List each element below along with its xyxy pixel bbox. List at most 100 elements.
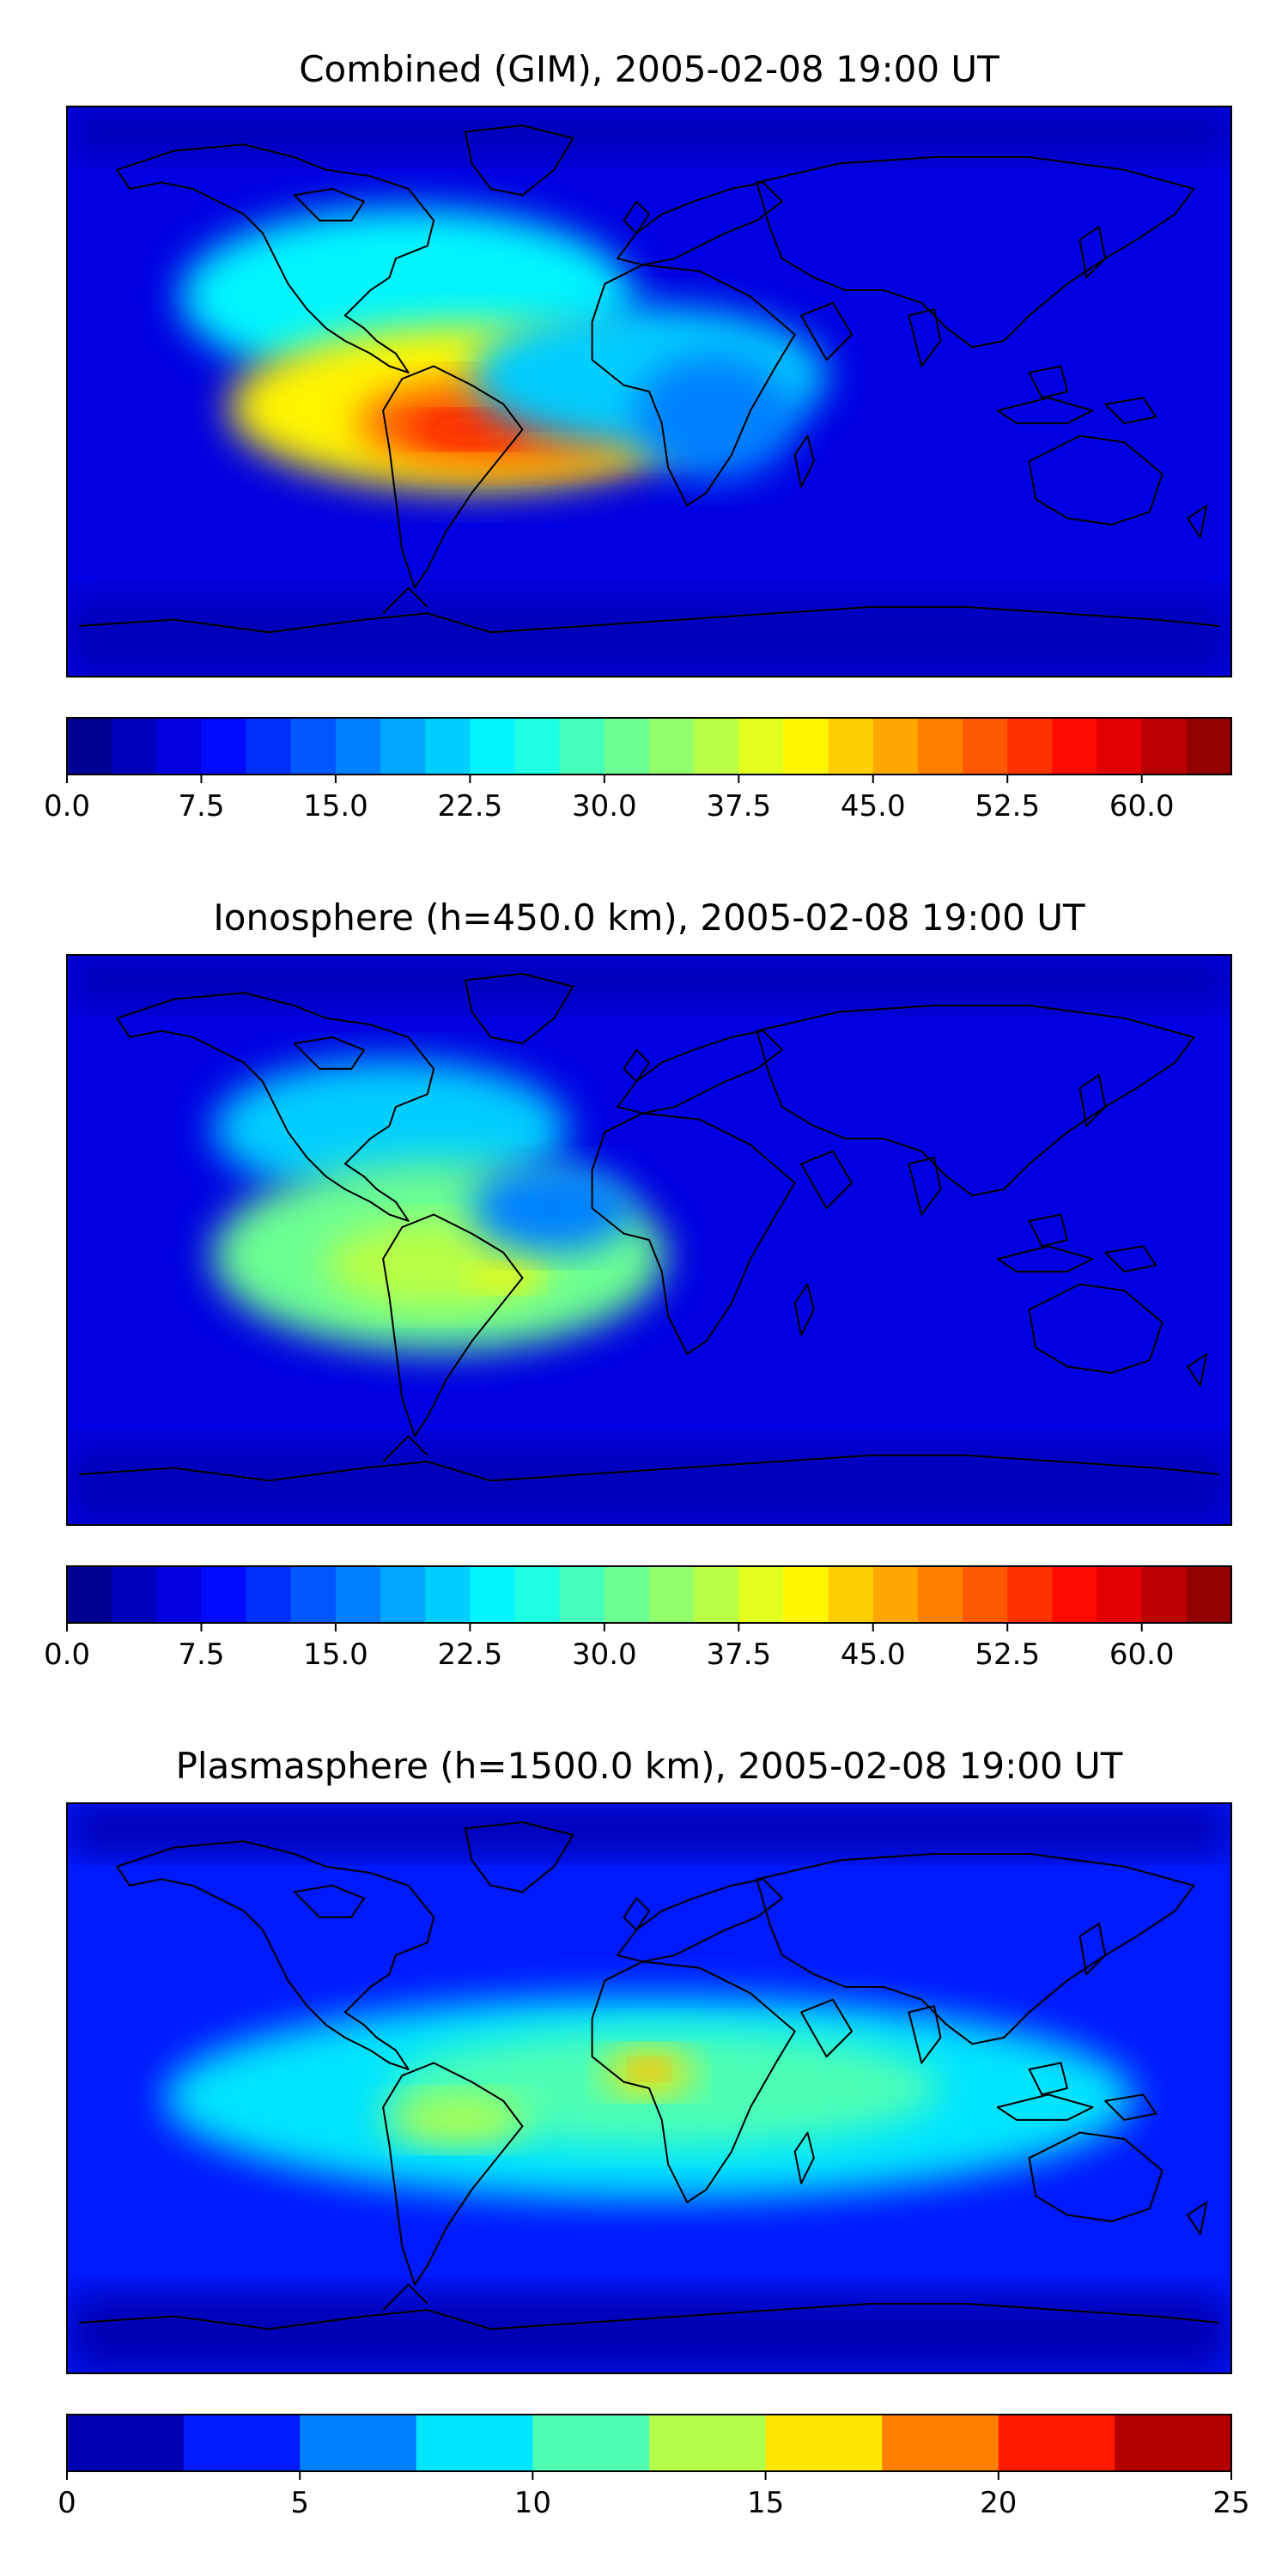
colorbar-segment [917,718,963,775]
colorbar-tick-label: 30.0 [572,1637,637,1672]
colorbar-segment [783,1566,829,1623]
colorbar-frame [66,2414,1232,2472]
colorbar-tick-label: 7.5 [178,789,224,823]
colorbar-tick-label: 15.0 [303,1637,368,1672]
colorbar-tick-label: 60.0 [1109,1637,1175,1672]
colorbar-segment [425,1566,471,1623]
colorbar-tick-label: 45.0 [841,1637,906,1672]
map-area [67,1803,1231,2373]
colorbar-segment [872,1566,919,1623]
colorbar-segment [470,1566,516,1623]
colorbar-segment [649,2415,767,2471]
colorbar-tick-label: 22.5 [438,789,503,823]
map-frame [66,106,1232,677]
colorbar-segment [1186,718,1232,775]
contour-region [633,2059,665,2079]
polar-band-south [67,1445,1231,1525]
colorbar: 0.0 7.5 15.0 22.5 30.0 37.5 45.0 52.5 60.0 [44,1565,1232,1672]
colorbar-tick-label: 10 [514,2486,551,2520]
colorbar-segment [738,718,785,775]
colorbar-segment [828,1566,874,1623]
colorbar-tick-label: 60.0 [1109,789,1175,823]
colorbar-tick-label: 0 [58,2486,76,2520]
colorbar-segment [963,718,1008,775]
colorbar-segment [828,718,874,775]
colorbar-tick-label: 0.0 [44,789,90,823]
colorbar-tick-label: 15.0 [303,789,368,823]
colorbar-segment [246,1566,292,1623]
colorbar-segment [514,1566,561,1623]
colorbar-segment [917,1566,963,1623]
contour-region [633,353,795,481]
colorbar-segment [998,2415,1115,2471]
colorbar-segment [201,1566,247,1623]
polar-band-north [67,106,1231,158]
colorbar-segment [604,718,650,775]
colorbar-frame [66,1565,1232,1624]
colorbar-segment [67,2415,185,2471]
colorbar-segment [246,718,292,775]
colorbar-segment [1052,718,1098,775]
colorbar-segment [1097,1566,1143,1623]
colorbar-segment [1141,718,1188,775]
colorbar-tick-label: 5 [290,2486,309,2520]
colorbar-tick-label: 52.5 [975,789,1040,823]
colorbar-segment [156,1566,203,1623]
colorbar-segment [649,1566,695,1623]
colorbar-segment [67,718,112,775]
colorbar-tick-label: 30.0 [572,789,637,823]
colorbar-segment [882,2415,999,2471]
colorbar-segment [872,718,919,775]
map-area [67,955,1231,1525]
colorbar-segment [559,1566,605,1623]
colorbar-segment [559,718,605,775]
colorbar-segment [183,2415,301,2471]
colorbar-segment [380,718,426,775]
colorbar: 0.0 7.5 15.0 22.5 30.0 37.5 45.0 52.5 60.0 [44,717,1232,823]
colorbar-segment [416,2415,533,2471]
colorbar-segment [290,718,337,775]
colorbar-segment [1007,1566,1053,1623]
colorbar-tick-label: 25 [1212,2486,1249,2520]
colorbar-segment [963,1566,1008,1623]
panel-ionosphere: Ionosphere (h=450.0 km), 2005-02-08 19:0… [44,896,1232,1672]
colorbar-segment [1052,1566,1098,1623]
colorbar-segment [649,718,695,775]
colorbar-segment [425,718,471,775]
colorbar: 0 5 10 15 20 25 [58,2414,1250,2520]
polar-band-south [67,2293,1231,2373]
panel-title: Combined (GIM), 2005-02-08 19:00 UT [299,48,999,90]
colorbar-segment [738,1566,785,1623]
colorbar-tick-label: 37.5 [706,789,771,823]
colorbar-segment [694,1566,739,1623]
contour-region [471,1265,537,1291]
colorbar-segment [470,718,516,775]
colorbar-segment [1007,718,1053,775]
colorbar-frame [66,717,1232,775]
polar-band-south [67,597,1231,677]
colorbar-tick-label: 45.0 [841,789,906,823]
colorbar-segment [783,718,829,775]
panel-plasmasphere: Plasmasphere (h=1500.0 km), 2005-02-08 1… [58,1745,1249,2520]
colorbar-segment [156,718,203,775]
colorbar-segment [335,718,381,775]
colorbar-segment [290,1566,337,1623]
panel-combined: Combined (GIM), 2005-02-08 19:00 UT 0.0 7.… [44,48,1232,823]
colorbar-segment [604,1566,650,1623]
colorbar-segment [300,2415,417,2471]
colorbar-segment [765,2415,883,2471]
colorbar-segment [1141,1566,1188,1623]
contour-region [413,413,530,446]
polar-band-north [67,1803,1231,1855]
polar-band-north [67,955,1231,1006]
colorbar-segment [335,1566,381,1623]
colorbar-segment [1186,1566,1232,1623]
map-area [67,106,1231,677]
colorbar-segment [532,2415,650,2471]
colorbar-segment [1115,2415,1232,2471]
colorbar-segment [1097,718,1143,775]
colorbar-segment [380,1566,426,1623]
contour-region [384,2094,526,2146]
colorbar-segment [694,718,739,775]
